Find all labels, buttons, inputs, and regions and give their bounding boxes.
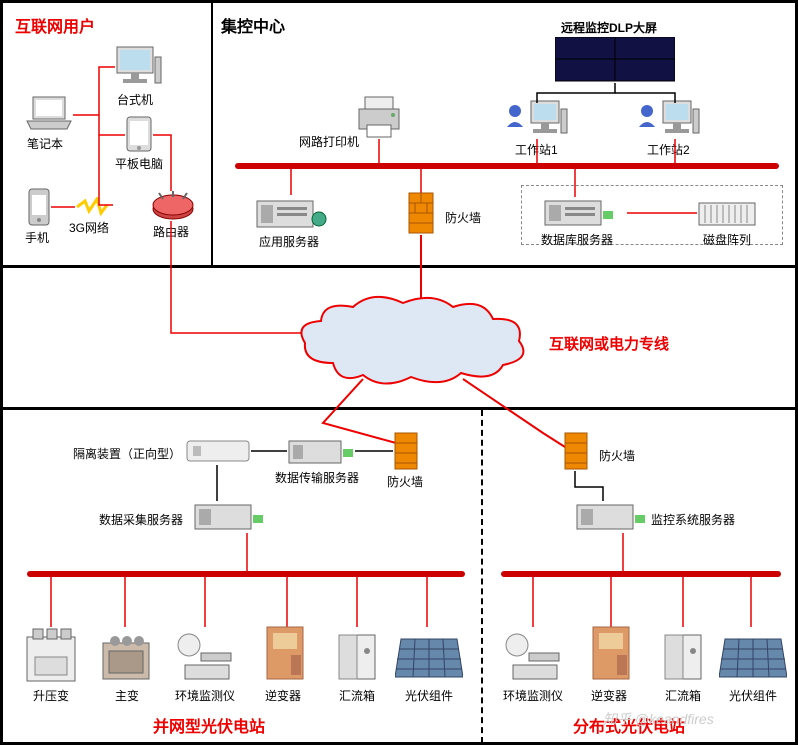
combiner-l-label: 汇流箱 [339,687,375,704]
bus-right [501,571,781,577]
envmon-r-label: 环境监测仪 [503,687,563,704]
pv-l-icon [395,633,463,688]
dlp-icon [555,37,675,88]
phone-label: 手机 [25,229,49,246]
collect-server-icon [193,501,265,538]
pv-r-icon [719,633,787,688]
firewall-left-icon [393,431,419,476]
ws2-label: 工作站2 [647,141,690,158]
firewall-top-label: 防火墙 [445,209,481,226]
inverter-l-icon [263,623,307,688]
envmon-l-icon [175,631,235,688]
phone-icon [27,187,51,232]
divider-h2 [3,407,795,410]
inverter-r-icon [589,623,633,688]
dlp-label: 远程监控DLP大屏 [561,19,657,36]
monitor-server-label: 监控系统服务器 [651,511,735,528]
stepup-icon [25,627,77,688]
data-server-label: 数据传输服务器 [275,469,359,486]
ws2-icon [635,97,701,146]
combiner-r-label: 汇流箱 [665,687,701,704]
watermark: 知乎 @keandfires [603,709,714,729]
maintrans-icon [99,631,153,688]
ws1-icon [503,97,569,146]
printer-label: 网路打印机 [299,133,359,150]
firewall-right-label: 防火墙 [599,447,635,464]
iso-device-label: 隔离装置（正向型） [73,445,181,462]
maintrans-label: 主变 [115,687,139,704]
divider-v2 [481,410,483,743]
disk-array-icon [697,201,757,232]
firewall-left-label: 防火墙 [387,473,423,490]
printer-icon [355,95,403,144]
router-icon [151,191,195,226]
app-server-icon [255,195,327,236]
pv-l-label: 光伏组件 [405,687,453,704]
firewall-right-icon [563,431,589,476]
cloud-icon [293,293,533,398]
tablet-label: 平板电脑 [115,155,163,172]
envmon-r-icon [503,631,563,688]
g3-label: 3G网络 [69,219,109,236]
section-title-grid: 并网型光伏电站 [153,713,265,737]
app-server-label: 应用服务器 [259,233,319,250]
disk-array-label: 磁盘阵列 [703,231,751,248]
desktop-icon [113,45,163,94]
pv-r-label: 光伏组件 [729,687,777,704]
ws1-label: 工作站1 [515,141,558,158]
divider-v1 [211,3,213,265]
desktop-label: 台式机 [117,91,153,108]
bus-control [235,163,779,169]
iso-device-icon [185,437,251,470]
divider-h1 [3,265,795,268]
router-label: 路由器 [153,223,189,240]
data-server-icon [287,437,355,472]
inverter-r-label: 逆变器 [591,687,627,704]
tablet-icon [125,115,153,158]
envmon-l-label: 环境监测仪 [175,687,235,704]
laptop-label: 笔记本 [27,135,63,152]
bus-left [27,571,465,577]
collect-server-label: 数据采集服务器 [99,511,183,528]
cloud-label: 互联网或电力专线 [549,333,669,354]
diagram-canvas: 互联网用户 集控中心 并网型光伏电站 分布式光伏电站 笔记本 台式机 平板电脑 … [0,0,798,745]
monitor-server-icon [575,501,647,538]
db-server-icon [543,197,615,234]
section-title-control: 集控中心 [221,13,285,37]
firewall-top-icon [407,191,435,240]
section-title-users: 互联网用户 [15,13,95,37]
db-server-label: 数据库服务器 [541,231,613,248]
combiner-l-icon [335,631,379,688]
inverter-l-label: 逆变器 [265,687,301,704]
stepup-label: 升压变 [33,687,69,704]
combiner-r-icon [661,631,705,688]
laptop-icon [25,95,73,138]
